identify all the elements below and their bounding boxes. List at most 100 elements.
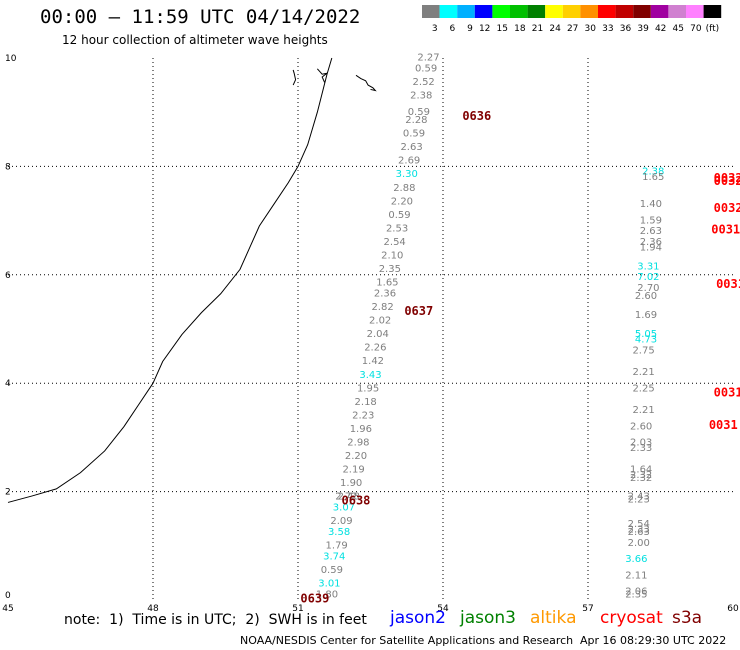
chart-title: 00:00 – 11:59 UTC 04/14/2022 bbox=[40, 6, 361, 28]
pass-time-label: 0636 bbox=[462, 109, 491, 123]
wave-height-value: 4.73 bbox=[635, 335, 657, 346]
legend-jason2: jason2 bbox=[390, 608, 446, 628]
x-tick-label: 48 bbox=[147, 604, 159, 614]
scale-label: 15 bbox=[497, 24, 508, 34]
wave-height-value: 0.59 bbox=[403, 129, 425, 140]
wave-height-value: 2.33 bbox=[630, 443, 652, 454]
y-tick-label: 2 bbox=[5, 488, 11, 498]
scale-swatch bbox=[580, 5, 598, 18]
wave-height-value: 3.43 bbox=[359, 370, 381, 381]
wave-height-value: 1.79 bbox=[326, 541, 348, 552]
wave-height-value: 0.59 bbox=[321, 565, 343, 576]
legend-s3a: s3a bbox=[672, 608, 703, 628]
wave-height-value: 2.06 bbox=[625, 587, 647, 598]
wave-height-value: 0.59 bbox=[415, 64, 437, 75]
wave-height-value: 2.36 bbox=[374, 288, 396, 299]
x-tick-label: 60 bbox=[727, 604, 739, 614]
wave-height-value: 2.03 bbox=[630, 438, 652, 449]
pass-time-label: 0031 bbox=[711, 223, 740, 237]
y-tick-label: 0 bbox=[5, 591, 11, 601]
scale-label: 39 bbox=[637, 24, 649, 34]
pass-time-label: 0638 bbox=[342, 494, 371, 508]
scale-swatch bbox=[545, 5, 563, 18]
scale-label: 12 bbox=[479, 24, 490, 34]
wave-height-value: 2.18 bbox=[355, 397, 377, 408]
wave-height-value: 2.32 bbox=[630, 473, 652, 484]
pass-time-label: 0032 bbox=[714, 174, 740, 188]
wave-height-value: 0.59 bbox=[388, 210, 410, 221]
wave-height-value: 3.01 bbox=[318, 578, 340, 589]
wave-height-value: 1.59 bbox=[640, 215, 662, 226]
wave-height-value: 5.05 bbox=[635, 329, 657, 340]
footer-timestamp: Apr 16 08:29:30 UTC 2022 bbox=[580, 634, 727, 647]
scale-swatch bbox=[562, 5, 581, 18]
wave-height-value: 2.75 bbox=[632, 345, 654, 356]
wave-height-value: 2.21 bbox=[632, 405, 654, 416]
y-tick-label: 8 bbox=[5, 162, 11, 172]
wave-height-value: 1.65 bbox=[642, 172, 664, 183]
wave-height-value: 1.96 bbox=[350, 424, 372, 435]
x-tick-label: 51 bbox=[292, 604, 303, 614]
scale-swatch bbox=[668, 5, 686, 18]
wave-height-value: 3.74 bbox=[323, 551, 345, 562]
wave-height-value: 2.63 bbox=[400, 142, 422, 153]
scale-unit: (ft) bbox=[706, 24, 720, 34]
wave-height-value: 2.21 bbox=[632, 367, 654, 378]
island-outline bbox=[355, 74, 377, 92]
pass-time-label: 0031 bbox=[709, 418, 738, 432]
scale-swatch bbox=[510, 5, 528, 18]
wave-height-value: 2.27 bbox=[417, 53, 439, 64]
pass-time-label: 0032 bbox=[714, 171, 740, 185]
wave-height-value: 3.30 bbox=[396, 169, 418, 180]
wave-height-value: 2.60 bbox=[635, 291, 657, 302]
y-tick-label: 10 bbox=[5, 54, 17, 64]
color-scale-legend: 3 6 9 12 15 18 21 24 27 30 33 36 39 42 45 70 (ft) bbox=[422, 5, 722, 34]
wave-height-value: 2.23 bbox=[352, 410, 374, 421]
wave-height-value: 1.90 bbox=[340, 478, 362, 489]
scale-swatch bbox=[615, 5, 634, 18]
scale-label: 33 bbox=[602, 24, 613, 34]
wave-height-value: 2.23 bbox=[628, 494, 650, 505]
wave-height-value: 2.36 bbox=[640, 237, 662, 248]
wave-height-value: 3.07 bbox=[333, 503, 355, 514]
scale-label: 42 bbox=[655, 24, 666, 34]
wave-height-value: 2.70 bbox=[637, 283, 659, 294]
scale-swatch bbox=[650, 5, 669, 18]
scale-swatch bbox=[686, 5, 704, 18]
legend-cryosat: cryosat bbox=[600, 608, 663, 628]
wave-height-value: 1.80 bbox=[316, 589, 338, 600]
legend-altika: altika bbox=[530, 608, 577, 628]
scale-swatch bbox=[703, 5, 722, 18]
x-tick-label: 54 bbox=[437, 604, 449, 614]
wave-height-value: 2.35 bbox=[379, 264, 401, 275]
wave-height-value: 2.00 bbox=[628, 538, 650, 549]
wave-height-value: 2.20 bbox=[345, 451, 367, 462]
wave-height-value: 2.32 bbox=[630, 470, 652, 481]
y-tick-label: 4 bbox=[5, 379, 11, 389]
scale-label: 36 bbox=[620, 24, 632, 34]
wave-height-value: 1.95 bbox=[357, 383, 379, 394]
wave-height-value: 2.88 bbox=[393, 183, 415, 194]
wave-height-value: 2.38 bbox=[410, 91, 432, 102]
legend-jason3: jason3 bbox=[460, 608, 516, 628]
wave-height-value: 2.33 bbox=[628, 524, 650, 535]
wave-height-value: 2.69 bbox=[398, 156, 420, 167]
wave-height-value: 7.02 bbox=[637, 272, 659, 283]
wave-height-value: 2.54 bbox=[628, 519, 650, 530]
pass-time-label: 0032 bbox=[714, 201, 740, 215]
scale-label: 18 bbox=[514, 24, 526, 34]
wave-height-value: 3.66 bbox=[625, 554, 647, 565]
wave-height-value: 1.69 bbox=[635, 310, 657, 321]
pass-time-label: 0637 bbox=[404, 304, 433, 318]
scale-swatch bbox=[474, 5, 493, 18]
scale-swatch bbox=[492, 5, 510, 18]
wave-height-value: 2.09 bbox=[330, 516, 352, 527]
wave-height-value: 1.40 bbox=[640, 199, 662, 210]
chart-subtitle: 12 hour collection of altimeter wave hei… bbox=[62, 33, 328, 47]
scale-label: 45 bbox=[673, 24, 684, 34]
wave-height-value: 2.63 bbox=[640, 226, 662, 237]
scale-swatch bbox=[527, 5, 546, 18]
wave-height-value: 3.58 bbox=[328, 527, 350, 538]
scale-swatch bbox=[598, 5, 616, 18]
